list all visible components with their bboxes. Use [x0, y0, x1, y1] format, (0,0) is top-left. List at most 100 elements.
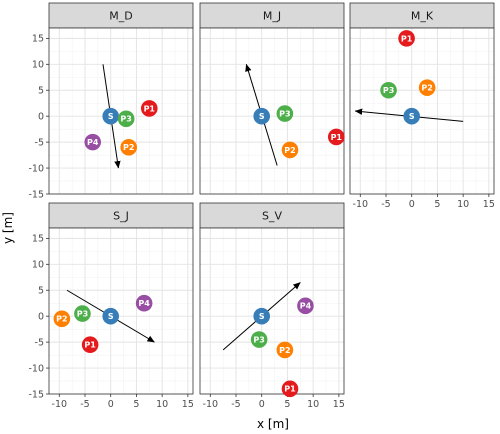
point-label: P2 — [123, 143, 134, 152]
panel-M_K: M_K -10 -5 0 5 10 15 S P1 P2 P3 — [349, 2, 495, 210]
strip-title: S_V — [262, 210, 282, 223]
y-tick-label: 10 — [32, 60, 44, 71]
point-p2 — [276, 341, 294, 359]
panel-border — [48, 227, 194, 395]
x-tick-label: -10 — [203, 399, 219, 410]
panel-border — [349, 27, 495, 195]
y-tick-label: 0 — [38, 311, 44, 322]
point-s — [253, 307, 271, 325]
x-tick-label: 5 — [434, 199, 440, 210]
strip-bg — [48, 202, 194, 229]
x-tick-label: 15 — [182, 399, 194, 410]
point-label: S — [409, 112, 415, 121]
y-tick-label: 5 — [38, 86, 44, 97]
point-p4 — [84, 133, 102, 151]
point-label: S — [108, 112, 114, 121]
point-label: P1 — [331, 133, 343, 142]
y-tick-label: -15 — [28, 389, 44, 400]
point-p2 — [53, 310, 71, 328]
x-axis-title: x [m] — [257, 417, 289, 431]
panel-bg — [350, 28, 494, 194]
y-tick-label: -5 — [35, 337, 44, 348]
x-tick-label: 5 — [284, 399, 290, 410]
point-label: S — [259, 312, 265, 321]
x-tick-label: -10 — [353, 199, 369, 210]
point-p2 — [418, 79, 436, 96]
y-tick-label: 0 — [38, 111, 44, 122]
y-axis-title: y [m] — [1, 212, 15, 244]
panel-border — [48, 27, 194, 195]
point-label: P3 — [383, 86, 394, 95]
panel-bg — [200, 228, 344, 394]
y-tick-label: 15 — [32, 234, 44, 245]
x-tick-label: -5 — [381, 199, 390, 210]
x-tick-label: 10 — [156, 399, 168, 410]
strip-title: M_K — [411, 10, 434, 23]
x-tick-label: -5 — [80, 399, 89, 410]
strip-bg — [199, 202, 345, 229]
x-tick-label: 15 — [333, 399, 345, 410]
y-tick-label: 10 — [32, 260, 44, 271]
point-label: P1 — [401, 34, 413, 43]
point-s — [253, 107, 271, 125]
point-p3 — [250, 331, 268, 348]
point-p1 — [398, 30, 415, 47]
x-tick-label: 0 — [409, 199, 415, 210]
point-label: P4 — [87, 138, 99, 147]
point-p1 — [281, 380, 299, 398]
x-tick-label: 0 — [108, 399, 114, 410]
point-s — [403, 107, 421, 125]
point-label: S — [259, 112, 265, 121]
point-p3 — [74, 305, 91, 322]
point-p3 — [117, 110, 135, 128]
panel-bg — [49, 28, 193, 194]
point-label: P1 — [284, 385, 296, 394]
point-label: P4 — [138, 299, 150, 308]
point-p1 — [327, 128, 345, 146]
point-p3 — [276, 105, 294, 122]
point-label: P2 — [284, 146, 295, 155]
point-label: P2 — [56, 315, 67, 324]
panel-S_V: S_V -10 -5 0 5 10 15 S P1 P2 P3 P4 — [199, 202, 345, 410]
strip-title: M_J — [263, 10, 281, 23]
point-label: P4 — [300, 302, 312, 311]
x-tick-label: 0 — [259, 399, 265, 410]
y-tick-label: -5 — [35, 137, 44, 148]
strip-bg — [199, 2, 345, 29]
strip-bg — [48, 2, 194, 29]
y-tick-label: -10 — [28, 163, 44, 174]
panel-border — [199, 27, 345, 195]
point-label: S — [108, 312, 114, 321]
panel-bg — [49, 228, 193, 394]
point-label: P3 — [77, 309, 88, 318]
panel-M_J: M_J S P1 P2 P3 — [199, 2, 345, 195]
x-tick-label: 5 — [133, 399, 139, 410]
panel-S_J: S_J -15 -10 -5 0 5 10 15 -10 -5 0 5 10 15 S P1 P2 P3 P4 — [28, 202, 194, 410]
point-label: P3 — [279, 109, 290, 118]
x-tick-label: 10 — [307, 399, 319, 410]
panel-bg — [200, 28, 344, 194]
point-p4 — [297, 297, 314, 315]
x-tick-label: -10 — [52, 399, 68, 410]
point-label: P1 — [84, 341, 96, 350]
y-tick-label: 5 — [38, 286, 44, 297]
point-label: P3 — [120, 115, 131, 124]
point-p2 — [281, 141, 299, 159]
x-tick-label: 10 — [457, 199, 469, 210]
point-p4 — [135, 294, 153, 312]
x-tick-label: 15 — [483, 199, 495, 210]
y-tick-label: -15 — [28, 189, 44, 200]
panel-M_D: M_D -15 -10 -5 0 5 10 15 S P1 P2 P3 P4 — [28, 2, 194, 200]
point-p1 — [140, 100, 158, 117]
y-tick-label: 15 — [32, 34, 44, 45]
strip-title: S_J — [113, 210, 129, 223]
point-s — [102, 107, 120, 125]
point-p2 — [120, 139, 138, 156]
panel-border — [199, 227, 345, 395]
point-label: P2 — [279, 346, 290, 355]
point-p1 — [81, 336, 99, 354]
point-label: P2 — [421, 84, 432, 93]
point-s — [102, 307, 120, 325]
x-tick-label: -5 — [231, 399, 240, 410]
